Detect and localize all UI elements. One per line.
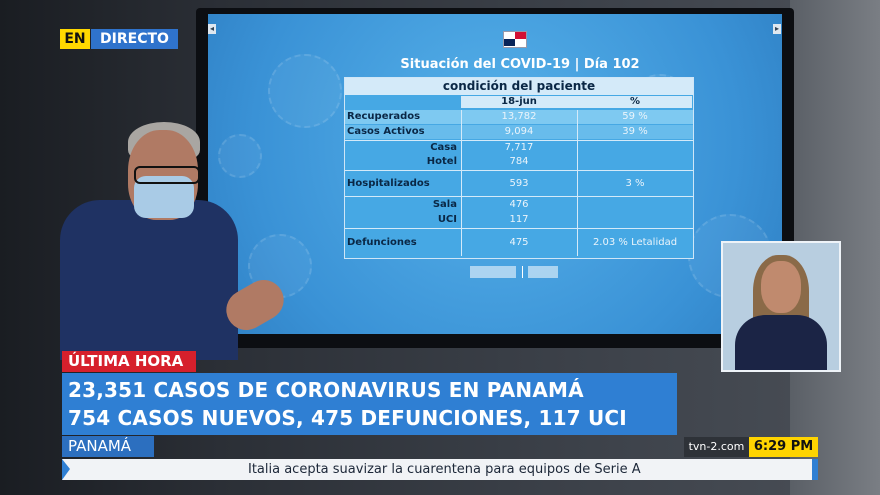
row-value: 476 [509,199,529,210]
row-value: 593 [509,178,529,189]
row-divider [345,196,693,197]
location-tag: PANAMÁ [62,436,154,457]
row-value: 7,717 [504,142,534,153]
row-divider [345,140,693,141]
row-label: Recuperados [347,111,421,122]
panama-flag-icon [503,31,527,48]
row-divider [345,228,693,229]
table-row [345,125,693,139]
sign-interpreter-inset [721,241,841,372]
row-divider [345,170,693,171]
news-ticker: Italia acepta suavizar la cuarentena par… [62,459,818,480]
virus-graphic [268,54,342,128]
presenter-shirt [60,200,238,360]
column-header-bar [461,96,692,108]
row-label: Hotel [426,156,457,167]
row-label: Defunciones [347,237,417,248]
row-value: 475 [509,237,529,248]
row-value: 13,782 [501,111,537,122]
headline: 23,351 CASOS DE CORONAVIRUS EN PANAMÁ 75… [62,373,677,435]
live-label: DIRECTO [91,29,178,49]
table-row [345,110,693,124]
row-label: Casos Activos [347,126,425,137]
row-percent: 2.03 % Letalidad [592,237,678,248]
clock: 6:29 PM [749,437,818,457]
slide-title: Situación del COVID-19 | Día 102 [400,57,640,72]
row-label: Casa [430,142,457,153]
presenter-glasses [134,166,200,184]
interpreter-head [761,261,801,313]
website-label: tvn-2.com [684,437,749,457]
row-label: Sala [432,199,457,210]
patient-status-table: condición del paciente 18-jun % Recupera… [344,77,694,259]
interpreter-body [735,315,827,370]
column-divider [577,110,578,256]
row-value: 784 [509,156,529,167]
row-percent: 59 % [622,111,648,122]
live-lang: EN [60,29,90,49]
breaking-tag: ÚLTIMA HORA [62,351,196,372]
ticker-text: Italia acepta suavizar la cuarentena par… [248,462,641,477]
ministry-logo-icon [528,266,558,278]
row-label: UCI [437,214,457,225]
row-value: 117 [509,214,529,225]
row-value: 9,094 [504,126,534,137]
headline-line-2: 754 CASOS NUEVOS, 475 DEFUNCIONES, 117 U… [68,406,627,430]
column-divider [461,110,462,256]
table-title: condición del paciente [345,78,693,95]
row-label: Hospitalizados [347,178,430,189]
slide-next-icon[interactable]: ▸ [773,24,781,34]
virus-graphic [218,134,262,178]
ticker-arrow-icon [62,459,70,480]
row-percent: 39 % [622,126,648,137]
column-date: 18-jun [501,96,537,107]
slide-prev-icon[interactable]: ◂ [208,24,216,34]
row-percent: 3 % [625,178,645,189]
government-logo-icon [470,266,516,278]
logo-divider [522,266,523,278]
ministry-logos [470,266,570,280]
headline-line-1: 23,351 CASOS DE CORONAVIRUS EN PANAMÁ [68,378,584,402]
column-percent: % [629,96,641,107]
